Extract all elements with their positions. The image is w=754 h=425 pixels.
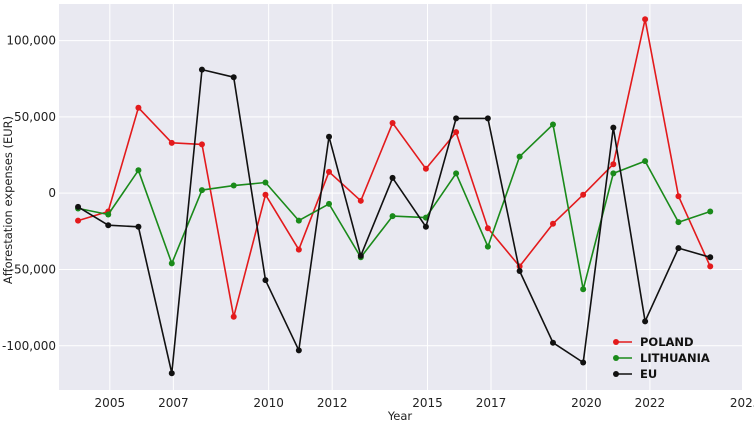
data-point-eu [642, 318, 649, 325]
data-point-poland [707, 263, 714, 270]
data-point-eu [230, 74, 237, 81]
data-point-eu [610, 124, 617, 131]
data-point-eu [135, 223, 142, 230]
x-tick-labels: 2005 2007 2010 2012 2015 2017 2020 2022 2025 [95, 396, 754, 410]
data-point-poland [484, 225, 491, 232]
data-point-lithuania [707, 208, 714, 215]
y-tick-label: 50,000 [14, 110, 56, 124]
x-tick-label: 2010 [253, 396, 284, 410]
series-layer [75, 16, 714, 377]
data-point-poland [675, 193, 682, 200]
data-point-eu [105, 222, 112, 229]
data-point-lithuania [389, 213, 396, 220]
data-point-eu [484, 115, 491, 122]
data-point-lithuania [516, 153, 523, 160]
x-axis-label: Year [387, 409, 413, 423]
data-point-eu [295, 347, 302, 354]
legend-marker-lithuania [613, 355, 619, 361]
data-point-poland [642, 16, 649, 23]
data-point-poland [326, 168, 333, 175]
data-point-eu [580, 359, 587, 366]
data-point-eu [707, 254, 714, 261]
data-point-poland [610, 161, 617, 168]
data-point-lithuania [262, 179, 269, 186]
legend: POLAND LITHUANIA EU [613, 335, 710, 381]
data-point-lithuania [675, 219, 682, 226]
data-point-poland [357, 197, 364, 204]
plot-area [59, 4, 742, 390]
x-tick-label: 2007 [158, 396, 189, 410]
x-tick-label: 2020 [571, 396, 602, 410]
y-tick-label: -50,000 [10, 262, 56, 276]
data-point-eu [453, 115, 460, 122]
x-tick-label: 2005 [95, 396, 126, 410]
data-point-poland [295, 246, 302, 253]
data-point-eu [516, 267, 523, 274]
data-point-eu [549, 339, 556, 346]
data-point-lithuania [580, 286, 587, 293]
y-tick-label: 100,000 [6, 34, 56, 48]
data-point-poland [422, 165, 429, 172]
data-point-lithuania [295, 217, 302, 224]
x-tick-label: 2022 [635, 396, 666, 410]
legend-marker-eu [613, 371, 619, 377]
data-point-poland [198, 141, 205, 148]
data-point-lithuania [135, 167, 142, 174]
legend-marker-poland [613, 339, 619, 345]
data-point-poland [580, 191, 587, 198]
data-point-poland [135, 104, 142, 111]
data-point-eu [198, 66, 205, 73]
y-axis-label: Afforestation expenses (EUR) [1, 116, 15, 284]
data-point-eu [357, 252, 364, 259]
data-point-eu [389, 174, 396, 181]
y-tick-label: -100,000 [2, 339, 56, 353]
data-point-poland [230, 313, 237, 320]
data-point-lithuania [484, 243, 491, 250]
data-point-lithuania [105, 211, 112, 218]
legend-label-poland: POLAND [640, 335, 694, 349]
data-point-eu [75, 203, 82, 210]
x-tick-label: 2017 [476, 396, 507, 410]
data-point-lithuania [230, 182, 237, 189]
data-point-eu [326, 133, 333, 140]
data-point-poland [75, 217, 82, 224]
data-point-eu [422, 223, 429, 230]
legend-label-lithuania: LITHUANIA [640, 351, 710, 365]
grid-lines [59, 4, 746, 390]
series-eu [75, 66, 714, 377]
data-point-lithuania [642, 158, 649, 165]
data-point-eu [675, 245, 682, 252]
data-point-eu [168, 370, 175, 377]
data-point-lithuania [168, 260, 175, 267]
legend-label-eu: EU [640, 367, 657, 381]
x-tick-label: 2025 [730, 396, 754, 410]
data-point-lithuania [453, 170, 460, 177]
data-point-poland [549, 220, 556, 227]
x-tick-label: 2015 [412, 396, 443, 410]
data-point-poland [453, 129, 460, 136]
x-tick-label: 2012 [317, 396, 348, 410]
data-point-lithuania [610, 170, 617, 177]
y-tick-label: 0 [48, 186, 56, 200]
data-point-lithuania [198, 187, 205, 194]
data-point-poland [389, 120, 396, 127]
data-point-lithuania [549, 121, 556, 128]
data-point-poland [168, 139, 175, 146]
data-point-eu [262, 277, 269, 284]
data-point-lithuania [326, 200, 333, 207]
y-tick-labels: 100,000 50,000 0 -50,000 -100,000 [2, 34, 56, 353]
data-point-poland [262, 191, 269, 198]
